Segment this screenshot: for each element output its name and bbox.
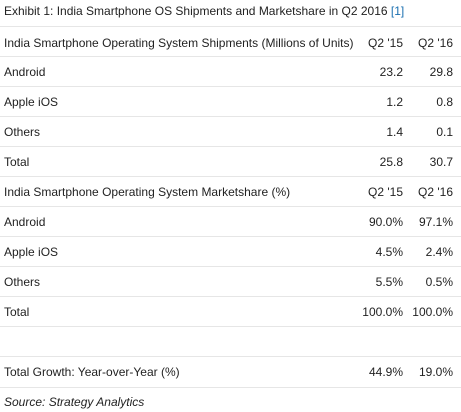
row-value-q2-16: 2.4% [425, 245, 453, 259]
shipments-header-q2-16: Q2 '16 [418, 36, 453, 50]
divider [0, 296, 461, 297]
row-label: Others [4, 275, 41, 289]
marketshare-row-others: Others 5.5% 0.5% [0, 275, 461, 295]
divider [0, 86, 461, 87]
divider [0, 56, 461, 57]
row-value-q2-16: 100.0% [412, 305, 453, 319]
row-value-q2-15: 1.2 [386, 95, 403, 109]
marketshare-header-q2-16: Q2 '16 [418, 185, 453, 199]
growth-row: Total Growth: Year-over-Year (%) 44.9% 1… [0, 365, 461, 385]
marketshare-row-apple-ios: Apple iOS 4.5% 2.4% [0, 245, 461, 265]
shipments-row-others: Others 1.4 0.1 [0, 125, 461, 145]
divider [0, 326, 461, 327]
row-value-q2-15: 25.8 [379, 155, 403, 169]
marketshare-header-q2-15: Q2 '15 [368, 185, 403, 199]
marketshare-header-row: India Smartphone Operating System Market… [0, 185, 461, 205]
row-value-q2-16: 19.0% [418, 365, 453, 379]
row-value-q2-16: 30.7 [429, 155, 453, 169]
row-label: Total Growth: Year-over-Year (%) [4, 365, 180, 379]
shipments-header-q2-15: Q2 '15 [368, 36, 403, 50]
marketshare-row-total: Total 100.0% 100.0% [0, 305, 461, 325]
divider [0, 266, 461, 267]
divider [0, 387, 461, 388]
shipments-row-apple-ios: Apple iOS 1.2 0.8 [0, 95, 461, 115]
row-value-q2-15: 5.5% [375, 275, 403, 289]
divider [0, 206, 461, 207]
row-value-q2-16: 0.5% [425, 275, 453, 289]
row-label: Apple iOS [4, 95, 59, 109]
row-value-q2-15: 90.0% [368, 215, 403, 229]
row-label: Android [4, 65, 46, 79]
divider [0, 146, 461, 147]
row-value-q2-15: 100.0% [362, 305, 403, 319]
marketshare-row-android: Android 90.0% 97.1% [0, 215, 461, 235]
row-label: Total [4, 305, 30, 319]
row-value-q2-15: 44.9% [368, 365, 403, 379]
row-value-q2-16: 29.8 [429, 65, 453, 79]
row-label: Total [4, 155, 30, 169]
marketshare-header-label: India Smartphone Operating System Market… [4, 185, 291, 199]
row-value-q2-16: 97.1% [418, 215, 453, 229]
divider [0, 116, 461, 117]
divider [0, 176, 461, 177]
shipments-header-label: India Smartphone Operating System Shipme… [4, 36, 354, 50]
divider [0, 236, 461, 237]
row-label: Android [4, 215, 46, 229]
divider [0, 26, 461, 27]
shipments-row-total: Total 25.8 30.7 [0, 155, 461, 175]
row-label: Apple iOS [4, 245, 59, 259]
row-value-q2-15: 1.4 [386, 125, 403, 139]
exhibit-title-text: Exhibit 1: India Smartphone OS Shipments… [4, 4, 388, 18]
shipments-row-android: Android 23.2 29.8 [0, 65, 461, 85]
row-label: Others [4, 125, 41, 139]
source-note: Source: Strategy Analytics [4, 395, 145, 409]
row-value-q2-15: 23.2 [379, 65, 403, 79]
row-value-q2-15: 4.5% [375, 245, 403, 259]
row-value-q2-16: 0.8 [436, 95, 453, 109]
exhibit-title: Exhibit 1: India Smartphone OS Shipments… [4, 4, 404, 18]
footnote-link[interactable]: [1] [390, 4, 405, 18]
shipments-header-row: India Smartphone Operating System Shipme… [0, 36, 461, 56]
divider [0, 356, 461, 357]
row-value-q2-16: 0.1 [436, 125, 453, 139]
